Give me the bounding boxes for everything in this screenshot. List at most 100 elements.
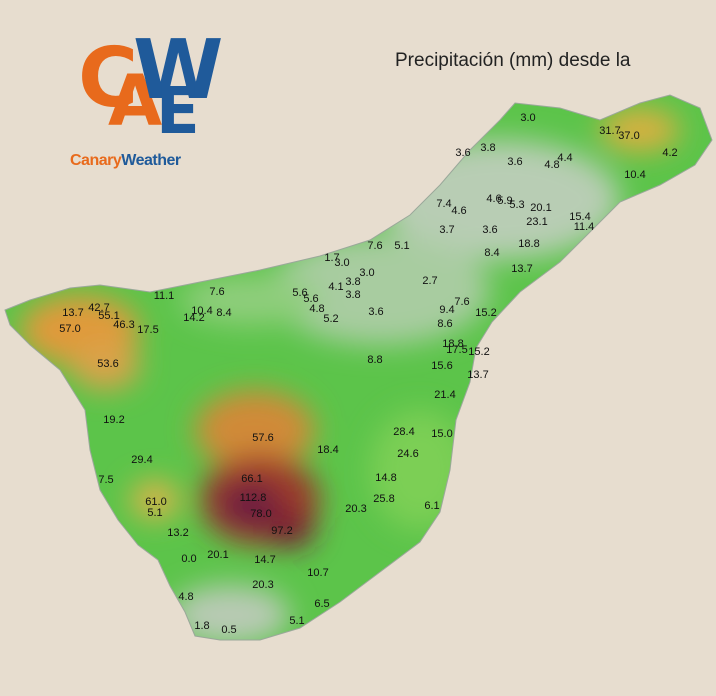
station-value: 4.6 — [451, 205, 466, 217]
station-value: 23.1 — [526, 216, 547, 228]
station-value: 4.8 — [309, 303, 324, 315]
station-value: 13.7 — [511, 263, 532, 275]
station-value: 97.2 — [271, 525, 292, 537]
station-value: 6.1 — [424, 500, 439, 512]
station-value: 10.4 — [624, 169, 645, 181]
station-value: 3.8 — [480, 142, 495, 154]
station-value: 3.0 — [334, 257, 349, 269]
station-value: 20.1 — [530, 202, 551, 214]
station-value: 7.4 — [436, 198, 451, 210]
logo-letter: W — [133, 23, 224, 118]
station-value: 13.2 — [167, 527, 188, 539]
station-value: 15.4 — [569, 211, 590, 223]
station-value: 10.4 — [191, 305, 212, 317]
station-value: 17.5 — [446, 344, 467, 356]
station-value: 78.0 — [250, 508, 271, 520]
map-title: Precipitación (mm) desde la — [395, 50, 631, 71]
station-value: 20.3 — [345, 503, 366, 515]
station-value: 7.6 — [209, 286, 224, 298]
station-value: 8.4 — [484, 247, 499, 259]
station-value: 9.4 — [439, 304, 454, 316]
station-value: 29.4 — [131, 454, 152, 466]
station-value: 5.6 — [292, 287, 307, 299]
station-value: 14.7 — [254, 554, 275, 566]
station-value: 11.1 — [154, 290, 175, 302]
station-value: 10.7 — [307, 567, 328, 579]
station-value: 5.1 — [394, 240, 409, 252]
logo-letter: C — [78, 31, 139, 126]
station-value: 5.3 — [509, 199, 524, 211]
station-value: 14.8 — [375, 472, 396, 484]
station-value: 7.5 — [98, 474, 113, 486]
station-value: 6.5 — [314, 598, 329, 610]
station-value: 13.7 — [467, 369, 488, 381]
station-value: 0.0 — [181, 553, 196, 565]
station-value: 66.1 — [241, 473, 262, 485]
station-value: 13.7 — [62, 307, 83, 319]
station-value: 3.0 — [520, 112, 535, 124]
station-value: 4.8 — [178, 591, 193, 603]
station-value: 18.4 — [317, 444, 338, 456]
station-value: 8.8 — [367, 354, 382, 366]
station-value: 15.2 — [468, 346, 489, 358]
station-value: 5.1 — [289, 615, 304, 627]
station-value: 42.7 — [88, 302, 109, 314]
station-value: 20.1 — [207, 549, 228, 561]
station-value: 5.1 — [147, 507, 162, 519]
station-value: 11.4 — [574, 221, 595, 233]
station-value: 46.3 — [113, 319, 134, 331]
station-value: 18.8 — [442, 338, 463, 350]
station-value: 4.1 — [328, 281, 343, 293]
station-value: 1.7 — [324, 252, 339, 264]
station-value: 3.6 — [368, 306, 383, 318]
station-value: 5.6 — [303, 293, 318, 305]
logo: C A W E — [78, 30, 223, 180]
station-value: 3.8 — [345, 289, 360, 301]
station-value: 1.8 — [194, 620, 209, 632]
station-value: 31.7 — [599, 125, 620, 137]
station-value: 3.0 — [359, 267, 374, 279]
station-value: 37.0 — [618, 130, 639, 142]
station-value: 3.6 — [482, 224, 497, 236]
station-value: 15.2 — [475, 307, 496, 319]
station-value: 15.6 — [431, 360, 452, 372]
station-value: 15.0 — [431, 428, 452, 440]
logo-letter: A — [108, 60, 163, 142]
station-value: 8.6 — [437, 318, 452, 330]
station-value: 2.7 — [422, 275, 437, 287]
logo-brand: CanaryWeather — [70, 152, 181, 170]
station-value: 55.1 — [98, 310, 119, 322]
station-value: 5.2 — [323, 313, 338, 325]
station-value: 4.6 — [486, 193, 501, 205]
brand-second: Weather — [121, 152, 181, 169]
station-value: 24.6 — [397, 448, 418, 460]
station-value: 14.2 — [183, 312, 204, 324]
station-value: 5.9 — [497, 195, 512, 207]
station-value: 4.4 — [557, 152, 572, 164]
station-value: 4.2 — [662, 147, 677, 159]
station-value: 57.6 — [252, 432, 273, 444]
station-value: 28.4 — [393, 426, 414, 438]
station-value: 18.8 — [518, 238, 539, 250]
station-value: 3.8 — [345, 276, 360, 288]
station-value: 25.8 — [373, 493, 394, 505]
station-value: 17.5 — [137, 324, 158, 336]
station-value: 3.6 — [455, 147, 470, 159]
brand-first: Canary — [70, 152, 122, 169]
station-value: 112.8 — [240, 492, 267, 504]
station-value: 4.8 — [544, 159, 559, 171]
logo-letter: E — [156, 75, 200, 149]
station-value: 3.7 — [439, 224, 454, 236]
station-value: 19.2 — [103, 414, 124, 426]
station-value: 0.5 — [221, 624, 236, 636]
station-value: 53.6 — [97, 358, 118, 370]
station-value: 7.6 — [454, 296, 469, 308]
station-value: 57.0 — [59, 323, 80, 335]
station-value: 8.4 — [216, 307, 231, 319]
station-value: 3.6 — [507, 156, 522, 168]
station-value: 21.4 — [434, 389, 455, 401]
station-value: 20.3 — [252, 579, 273, 591]
station-value: 61.0 — [145, 496, 166, 508]
